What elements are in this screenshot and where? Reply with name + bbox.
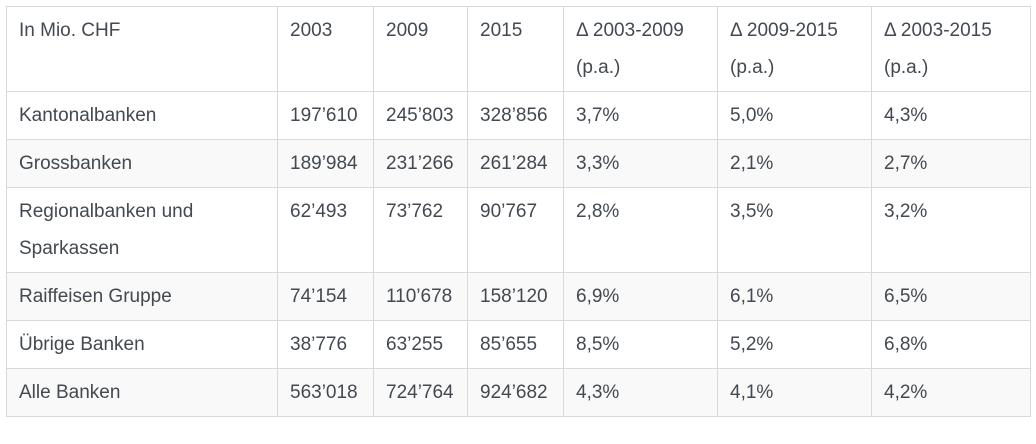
value-2015: 261’284: [467, 139, 564, 188]
value-2015: 158’120: [467, 272, 564, 321]
row-label: Alle Banken: [6, 368, 278, 417]
row-label: Kantonalbanken: [6, 91, 278, 140]
delta-2003-2009: 3,7%: [563, 91, 718, 140]
value-2009: 110’678: [373, 272, 468, 321]
value-2003: 74’154: [277, 272, 374, 321]
delta-2009-2015: 2,1%: [717, 139, 872, 188]
column-header-delta-2003-2015: Δ 2003-2015 (p.a.): [871, 6, 1031, 92]
column-header-2009: 2009: [373, 6, 468, 92]
value-2003: 189’984: [277, 139, 374, 188]
delta-pa-label: (p.a.): [576, 57, 621, 78]
delta-pa-label: (p.a.): [884, 57, 929, 78]
value-2015: 924’682: [467, 368, 564, 417]
table-header: In Mio. CHF 2003 2009 2015 Δ 2003-2009 (…: [6, 6, 1031, 92]
delta-2003-2015: 2,7%: [871, 139, 1031, 188]
row-label: Raiffeisen Gruppe: [6, 272, 278, 321]
table-row-kantonalbanken: Kantonalbanken 197’610 245’803 328’856 3…: [6, 91, 1031, 140]
delta-range-label: Δ 2003-2009: [576, 20, 684, 41]
delta-2003-2009: 4,3%: [563, 368, 718, 417]
delta-2003-2009: 8,5%: [563, 320, 718, 369]
delta-2003-2015: 3,2%: [871, 187, 1031, 273]
row-label: Übrige Banken: [6, 320, 278, 369]
column-header-2003: 2003: [277, 6, 374, 92]
table-row-grossbanken: Grossbanken 189’984 231’266 261’284 3,3%…: [6, 139, 1031, 188]
delta-2003-2009: 2,8%: [563, 187, 718, 273]
value-2015: 85’655: [467, 320, 564, 369]
column-header-unit: In Mio. CHF: [6, 6, 278, 92]
delta-range-label: Δ 2003-2015: [884, 20, 992, 41]
delta-2003-2015: 6,5%: [871, 272, 1031, 321]
delta-2009-2015: 6,1%: [717, 272, 872, 321]
row-label: Regionalbanken und Sparkassen: [6, 187, 278, 273]
table-row-raiffeisen: Raiffeisen Gruppe 74’154 110’678 158’120…: [6, 272, 1031, 321]
table-row-regionalbanken: Regionalbanken und Sparkassen 62’493 73’…: [6, 187, 1031, 273]
delta-2003-2015: 4,3%: [871, 91, 1031, 140]
delta-2003-2009: 3,3%: [563, 139, 718, 188]
column-header-delta-2003-2009: Δ 2003-2009 (p.a.): [563, 6, 718, 92]
value-2003: 563’018: [277, 368, 374, 417]
value-2009: 73’762: [373, 187, 468, 273]
delta-pa-label: (p.a.): [730, 57, 775, 78]
value-2015: 90’767: [467, 187, 564, 273]
delta-2003-2015: 6,8%: [871, 320, 1031, 369]
value-2015: 328’856: [467, 91, 564, 140]
delta-2003-2009: 6,9%: [563, 272, 718, 321]
value-2003: 62’493: [277, 187, 374, 273]
bank-assets-table: In Mio. CHF 2003 2009 2015 Δ 2003-2009 (…: [6, 6, 1031, 417]
delta-2009-2015: 5,2%: [717, 320, 872, 369]
value-2003: 38’776: [277, 320, 374, 369]
column-header-delta-2009-2015: Δ 2009-2015 (p.a.): [717, 6, 872, 92]
delta-2009-2015: 3,5%: [717, 187, 872, 273]
delta-2003-2015: 4,2%: [871, 368, 1031, 417]
value-2009: 231’266: [373, 139, 468, 188]
value-2009: 724’764: [373, 368, 468, 417]
header-row: In Mio. CHF 2003 2009 2015 Δ 2003-2009 (…: [6, 6, 1031, 92]
delta-2009-2015: 5,0%: [717, 91, 872, 140]
delta-2009-2015: 4,1%: [717, 368, 872, 417]
value-2009: 63’255: [373, 320, 468, 369]
table-body: Kantonalbanken 197’610 245’803 328’856 3…: [6, 91, 1031, 417]
column-header-2015: 2015: [467, 6, 564, 92]
row-label: Grossbanken: [6, 139, 278, 188]
value-2009: 245’803: [373, 91, 468, 140]
table-row-alle-banken: Alle Banken 563’018 724’764 924’682 4,3%…: [6, 368, 1031, 417]
value-2003: 197’610: [277, 91, 374, 140]
table-row-uebrige-banken: Übrige Banken 38’776 63’255 85’655 8,5% …: [6, 320, 1031, 369]
delta-range-label: Δ 2009-2015: [730, 20, 838, 41]
